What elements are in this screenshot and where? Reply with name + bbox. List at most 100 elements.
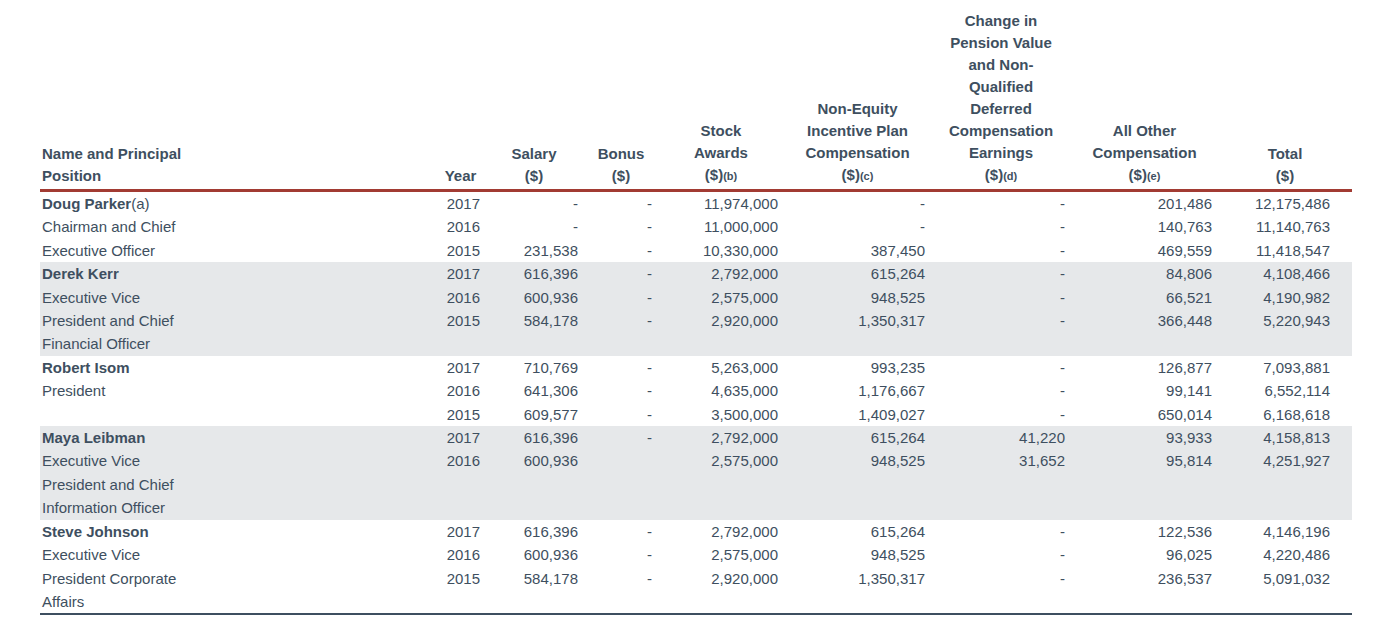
stock_awards-cell (658, 473, 784, 496)
all_other-cell (1071, 496, 1218, 519)
column-header-label: All Other Compensation (1071, 120, 1218, 164)
salary-cell: 584,178 (484, 567, 584, 590)
stock_awards-cell (658, 332, 784, 355)
executive-name: Derek Kerr (40, 262, 437, 285)
total-cell: 4,158,813 (1218, 426, 1352, 449)
year-cell: 2017 (437, 356, 484, 379)
section-maya-leibman: Maya Leibman2017616,396-2,792,000615,264… (40, 426, 1352, 520)
bonus-cell (584, 473, 658, 496)
non_equity-cell: 1,350,317 (784, 309, 931, 332)
executive-position-line: President (40, 379, 437, 402)
salary-cell: 600,936 (484, 449, 584, 472)
column-header-unit: ($)(c) (784, 164, 931, 187)
table-row: Doug Parker(a)2017--11,974,000--201,4861… (40, 191, 1352, 216)
salary-cell: 616,396 (484, 520, 584, 543)
non_equity-cell: 387,450 (784, 239, 931, 262)
pension-cell: - (931, 262, 1071, 285)
non_equity-cell: 1,350,317 (784, 567, 931, 590)
all_other-cell (1071, 473, 1218, 496)
section-derek-kerr: Derek Kerr2017616,396-2,792,000615,264-8… (40, 262, 1352, 356)
pension-cell: 31,652 (931, 449, 1071, 472)
bonus-cell: - (584, 191, 658, 216)
year-cell: 2015 (437, 239, 484, 262)
executive-name-text: Robert Isom (42, 359, 130, 376)
column-header-bonus: Bonus($) (584, 10, 658, 191)
year-cell: 2017 (437, 191, 484, 216)
section-steve-johnson: Steve Johnson2017616,396-2,792,000615,26… (40, 520, 1352, 615)
pension-cell (931, 590, 1071, 614)
pension-cell (931, 332, 1071, 355)
stock_awards-cell: 2,920,000 (658, 309, 784, 332)
non_equity-cell: 1,409,027 (784, 403, 931, 426)
year-cell: 2016 (437, 379, 484, 402)
all_other-cell: 650,014 (1071, 403, 1218, 426)
column-header-name: Name and Principal Position (40, 10, 437, 191)
column-header-unit: ($) (1218, 165, 1352, 187)
total-cell: 6,168,618 (1218, 403, 1352, 426)
salary-cell: - (484, 215, 584, 238)
stock_awards-cell: 11,974,000 (658, 191, 784, 216)
stock_awards-cell: 2,575,000 (658, 286, 784, 309)
salary-cell: 231,538 (484, 239, 584, 262)
non_equity-cell: 948,525 (784, 543, 931, 566)
pension-cell: - (931, 191, 1071, 216)
stock_awards-cell: 2,792,000 (658, 262, 784, 285)
table-row: Executive Vice2016600,936-2,575,000948,5… (40, 543, 1352, 566)
table-row: President Corporate2015584,178-2,920,000… (40, 567, 1352, 590)
column-header-label: Bonus (584, 143, 658, 165)
column-header-footnote: (d) (1003, 170, 1017, 182)
non_equity-cell: 948,525 (784, 286, 931, 309)
stock_awards-cell: 2,920,000 (658, 567, 784, 590)
all_other-cell: 95,814 (1071, 449, 1218, 472)
non_equity-cell: 1,176,667 (784, 379, 931, 402)
all_other-cell: 99,141 (1071, 379, 1218, 402)
total-cell: 4,251,927 (1218, 449, 1352, 472)
section-robert-isom: Robert Isom2017710,769-5,263,000993,235-… (40, 356, 1352, 426)
executive-position-line: Executive Vice (40, 449, 437, 472)
salary-cell: 616,396 (484, 426, 584, 449)
salary-cell (484, 590, 584, 614)
executive-name: Steve Johnson (40, 520, 437, 543)
year-cell (437, 332, 484, 355)
salary-cell: 609,577 (484, 403, 584, 426)
table-row: Executive Vice2016600,936-2,575,000948,5… (40, 286, 1352, 309)
column-header-unit: ($)(d) (931, 164, 1071, 187)
salary-cell (484, 332, 584, 355)
column-header-footnote: (b) (723, 170, 737, 182)
non_equity-cell (784, 496, 931, 519)
salary-cell: - (484, 191, 584, 216)
pension-cell (931, 496, 1071, 519)
all_other-cell: 84,806 (1071, 262, 1218, 285)
table-row: President and Chief2015584,178-2,920,000… (40, 309, 1352, 332)
year-cell: 2017 (437, 262, 484, 285)
non_equity-cell: - (784, 191, 931, 216)
pension-cell: - (931, 520, 1071, 543)
executive-position-line: Financial Officer (40, 332, 437, 355)
table-row: President2016641,306-4,635,0001,176,667-… (40, 379, 1352, 402)
table-row: Executive Officer2015231,538-10,330,0003… (40, 239, 1352, 262)
year-cell: 2017 (437, 520, 484, 543)
non_equity-cell (784, 332, 931, 355)
total-cell: 4,190,982 (1218, 286, 1352, 309)
pension-cell: - (931, 403, 1071, 426)
total-cell: 6,552,114 (1218, 379, 1352, 402)
pension-cell: 41,220 (931, 426, 1071, 449)
pension-cell: - (931, 567, 1071, 590)
column-header-year: Year (437, 10, 484, 191)
bonus-cell (584, 332, 658, 355)
salary-cell (484, 473, 584, 496)
year-cell: 2017 (437, 426, 484, 449)
executive-name-text: Maya Leibman (42, 429, 145, 446)
executive-position-line: Executive Vice (40, 286, 437, 309)
all_other-cell: 201,486 (1071, 191, 1218, 216)
column-header-salary: Salary($) (484, 10, 584, 191)
summary-compensation-table-container: Name and Principal PositionYearSalary($)… (40, 10, 1352, 615)
salary-cell (484, 496, 584, 519)
column-header-label: Salary (484, 143, 584, 165)
stock_awards-cell: 11,000,000 (658, 215, 784, 238)
pension-cell: - (931, 356, 1071, 379)
stock_awards-cell: 4,635,000 (658, 379, 784, 402)
stock_awards-cell: 2,792,000 (658, 426, 784, 449)
all_other-cell: 140,763 (1071, 215, 1218, 238)
total-cell (1218, 473, 1352, 496)
